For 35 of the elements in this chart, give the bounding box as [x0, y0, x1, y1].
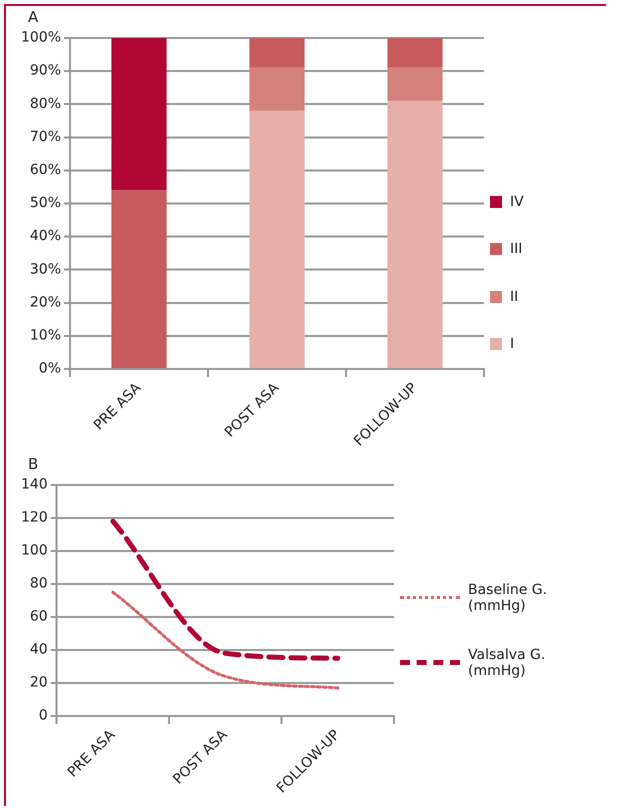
- y-tick-label: 60%: [30, 162, 62, 178]
- legend-label: Baseline G. (mmHg): [468, 582, 548, 614]
- bar: [111, 190, 167, 368]
- legend-label: I: [510, 336, 516, 352]
- bar: [249, 38, 305, 68]
- bar: [387, 100, 443, 368]
- y-tick-label: 100: [20, 542, 48, 559]
- y-tick-label: 10%: [30, 328, 62, 344]
- y-tick-label: 140: [20, 476, 48, 493]
- chart-title: A: [28, 8, 38, 26]
- y-tick-label: 40: [30, 642, 48, 658]
- legend-label: III: [510, 241, 524, 258]
- bar: [387, 38, 443, 68]
- bar: [111, 38, 167, 190]
- bar: [249, 68, 305, 111]
- y-tick-label: 120: [20, 510, 48, 526]
- y-tick-label: 90%: [30, 62, 62, 79]
- y-tick-label: 20: [30, 674, 48, 691]
- y-tick-label: 60: [30, 608, 48, 625]
- y-tick-label: 0%: [38, 360, 62, 377]
- legend-label: IV: [510, 194, 525, 210]
- y-tick-label: 80: [30, 576, 48, 592]
- y-tick-label: 20%: [30, 294, 62, 310]
- y-tick-label: 50%: [30, 195, 62, 212]
- bar: [387, 68, 443, 101]
- legend-label: Valsalva G. (mmHg): [468, 646, 546, 678]
- y-tick-label: 40%: [30, 228, 62, 244]
- y-tick-label: 70%: [30, 128, 62, 145]
- y-tick-label: 30%: [30, 261, 62, 278]
- y-tick-label: 100%: [20, 30, 62, 46]
- chart-title: B: [28, 455, 38, 473]
- bar: [249, 110, 305, 368]
- y-tick-label: 0: [38, 708, 48, 724]
- legend-label: II: [510, 288, 520, 305]
- y-tick-label: 80%: [30, 96, 62, 112]
